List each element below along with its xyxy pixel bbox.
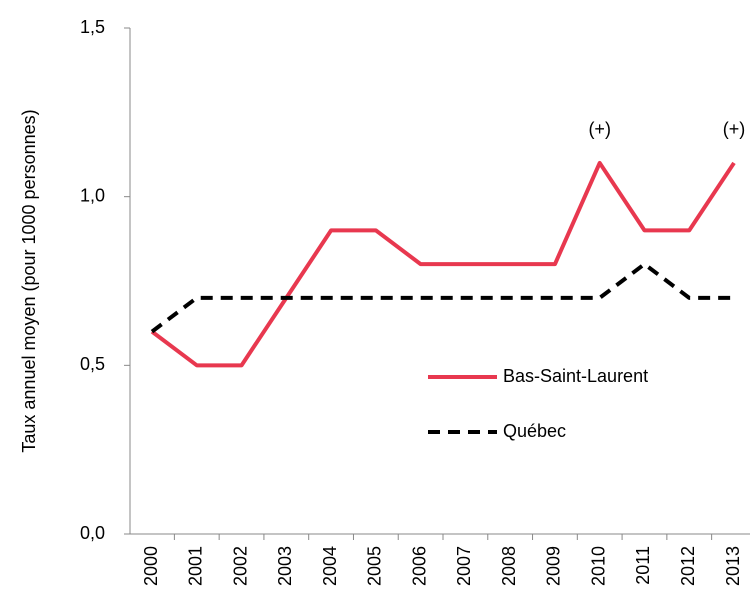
series-line <box>150 262 735 334</box>
y-axis-title: Taux annuel moyen (pour 1000 personnes) <box>19 109 39 452</box>
y-tick-label: 0,0 <box>80 523 105 543</box>
x-tick-label: 2003 <box>275 546 295 586</box>
x-tick-label: 2010 <box>588 546 608 586</box>
x-tick-label: 2004 <box>320 546 340 586</box>
x-tick-label: 2008 <box>499 546 519 586</box>
x-tick-label: 2001 <box>186 546 206 586</box>
y-tick-label: 1,5 <box>80 17 105 37</box>
annotation: (+) <box>588 119 611 139</box>
x-tick-label: 2013 <box>723 546 743 586</box>
y-tick-label: 0,5 <box>80 354 105 374</box>
x-tick-label: 2009 <box>544 546 564 586</box>
x-tick-label: 2012 <box>678 546 698 586</box>
annotation: (+) <box>723 119 746 139</box>
y-tick-label: 1,0 <box>80 185 105 205</box>
x-tick-label: 2007 <box>454 546 474 586</box>
series-line <box>150 160 736 368</box>
x-tick-label: 2002 <box>230 546 250 586</box>
x-tick-label: 2005 <box>365 546 385 586</box>
legend-label: Québec <box>503 421 566 441</box>
legend-label: Bas-Saint-Laurent <box>503 366 648 386</box>
x-tick-label: 2000 <box>141 546 161 586</box>
x-tick-label: 2011 <box>633 546 653 585</box>
x-tick-label: 2006 <box>409 546 429 586</box>
